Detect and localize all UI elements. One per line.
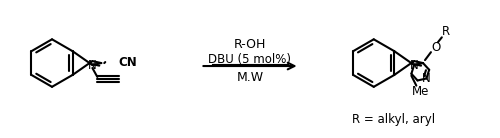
Text: CN: CN — [118, 56, 137, 69]
Text: N: N — [422, 72, 431, 85]
Text: N: N — [88, 59, 97, 71]
Text: N: N — [410, 59, 418, 71]
Text: R-OH: R-OH — [234, 38, 266, 51]
Text: DBU (5 mol%): DBU (5 mol%) — [208, 53, 292, 66]
Text: Me: Me — [412, 85, 429, 98]
Text: R = alkyl, aryl: R = alkyl, aryl — [352, 113, 435, 126]
Text: M.W: M.W — [236, 71, 264, 84]
Text: R: R — [442, 25, 450, 38]
Text: O: O — [432, 41, 440, 54]
